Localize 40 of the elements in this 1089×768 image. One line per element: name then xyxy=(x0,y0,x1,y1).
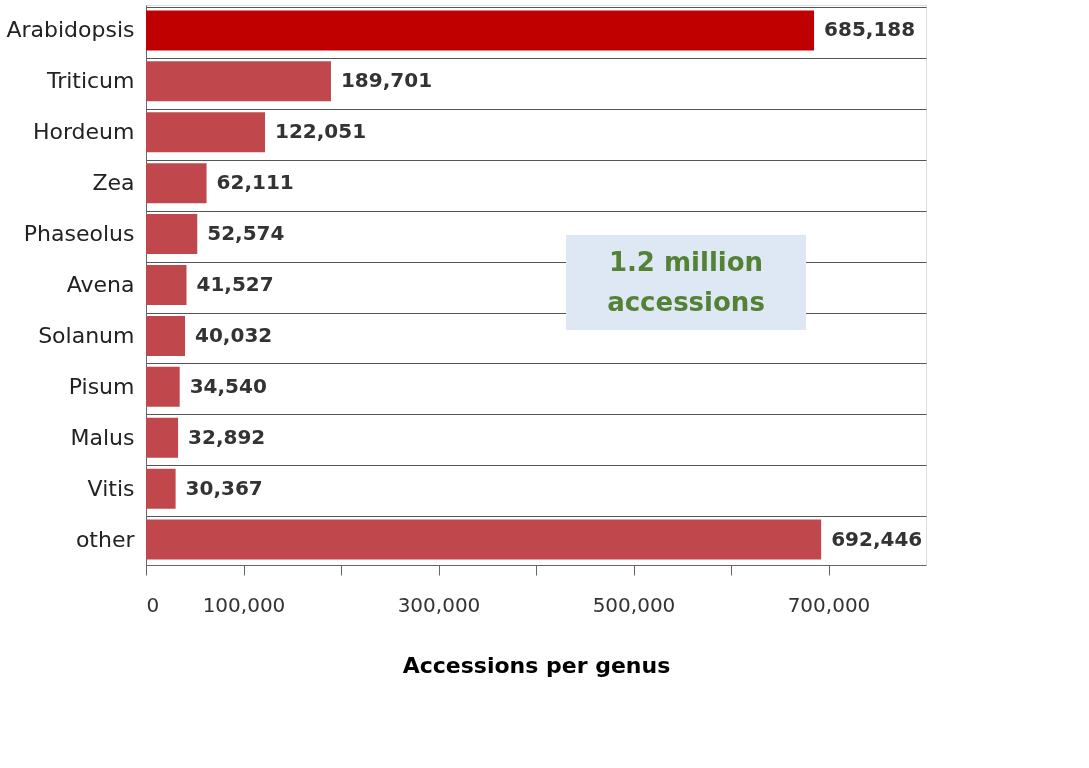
bar xyxy=(146,265,187,305)
data-label: 41,527 xyxy=(196,272,274,296)
bar xyxy=(146,61,331,102)
bar xyxy=(146,519,822,560)
data-label: 52,574 xyxy=(207,221,285,246)
x-tick-label: 300,000 xyxy=(397,592,481,617)
y-tick-label: other xyxy=(75,526,136,552)
bar xyxy=(146,366,180,407)
y-tick-label: Zea xyxy=(92,170,135,196)
x-tick-label: 700,000 xyxy=(787,592,871,617)
bar xyxy=(146,10,815,51)
y-tick-label: Avena xyxy=(66,272,135,297)
x-tick-label: 500,000 xyxy=(592,592,676,617)
bar xyxy=(146,315,186,356)
bar xyxy=(146,468,176,509)
annotation: 1.2 million accessions xyxy=(607,247,765,317)
y-tick-label: Pisum xyxy=(68,373,135,399)
bar xyxy=(146,214,198,255)
data-label: 30,367 xyxy=(185,475,263,500)
y-tick-label: Triticum xyxy=(45,68,135,94)
bar xyxy=(146,163,207,204)
y-tick-label: Hordeum xyxy=(32,119,135,145)
data-label: 685,188 xyxy=(824,17,916,42)
y-tick-label: Malus xyxy=(70,424,135,450)
bar xyxy=(146,417,179,458)
data-label: 32,892 xyxy=(188,424,266,449)
bar xyxy=(146,112,265,153)
data-label: 40,032 xyxy=(195,322,273,347)
y-tick-label: Vitis xyxy=(87,475,135,501)
x-tick-label: 0 xyxy=(146,592,160,617)
y-tick-label: Phaseolus xyxy=(23,221,135,247)
y-tick-label: Solanum xyxy=(38,322,135,348)
data-label: 189,701 xyxy=(340,68,433,93)
data-label: 692,446 xyxy=(831,526,923,551)
x-axis-title: Accessions per genus xyxy=(402,652,671,678)
data-label: 62,111 xyxy=(216,170,294,195)
data-label: 122,051 xyxy=(275,119,367,144)
x-tick-label: 100,000 xyxy=(202,592,286,617)
data-label: 34,540 xyxy=(189,373,267,398)
y-tick-label: Arabidopsis xyxy=(6,17,135,43)
